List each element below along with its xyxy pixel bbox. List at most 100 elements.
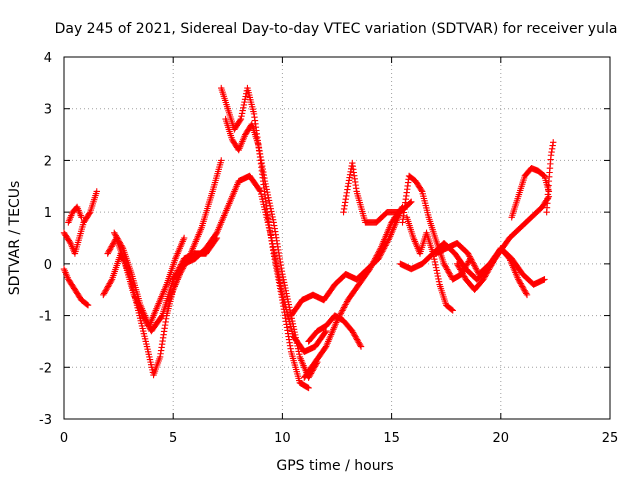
data-point [266,202,274,210]
data-point [264,188,271,196]
data-point [238,110,246,117]
data-point [465,251,473,259]
data-point [212,230,220,238]
data-point [432,261,439,268]
data-point [268,208,275,215]
x-axis-label: GPS time / hours [276,458,393,474]
data-point [218,157,225,164]
data-point [284,295,291,303]
y-tick-label: 4 [44,51,52,66]
data-point [341,302,348,310]
data-point [280,276,287,283]
data-point [283,293,291,300]
data-point [342,301,349,308]
data-point [280,279,288,286]
data-point [545,188,553,195]
data-point [372,255,379,262]
data-point [469,259,476,266]
data-point [367,264,374,271]
y-tick-labels: -3 -2 -1 0 1 2 3 4 [39,51,52,428]
data-point [550,139,557,146]
data-point [282,284,289,292]
series-track-21 [543,139,557,216]
data-point [238,113,245,120]
data-point [262,183,270,190]
data-point [370,258,377,265]
data-point [269,216,277,223]
data-point [470,260,477,268]
data-point [283,290,290,297]
data-point [158,313,165,320]
data-point [279,273,287,281]
data-point [237,115,245,123]
data-point [366,265,373,273]
data-point [471,263,479,271]
data-point [305,384,312,392]
data-point [236,117,244,124]
data-point [357,341,364,349]
data-point [340,304,348,311]
data-point [435,275,442,283]
data-point [339,307,346,314]
data-point [467,254,474,262]
data-point [293,339,301,347]
data-point [290,323,297,330]
data-point [281,282,288,289]
data-point [261,177,269,185]
x-tick-label: 0 [60,431,68,446]
data-point [466,253,473,260]
series-track-14 [340,159,402,226]
data-point [468,257,476,265]
data-point [93,188,100,195]
data-point [322,344,329,351]
data-point [464,250,472,257]
data-point [448,306,456,313]
data-point [541,276,548,283]
data-point [540,172,547,179]
series-track-2 [60,265,92,309]
data-point [338,308,345,316]
series-track-13 [305,312,365,350]
data-point [322,329,329,336]
plot-frame [63,56,611,420]
data-point [383,239,391,246]
data-point [269,213,276,221]
series-track-1 [60,188,100,257]
data-point [241,98,248,106]
x-tick-label: 20 [493,431,510,446]
chart-title: Day 245 of 2021, Sidereal Day-to-day VTE… [55,21,618,37]
data-point [340,305,347,313]
data-point [84,302,92,309]
data-point [343,299,350,307]
x-tick-label: 5 [169,431,177,446]
data-point [431,255,438,263]
data-point [242,93,249,100]
data-point [433,267,440,274]
data-point [292,334,299,341]
data-points [60,84,557,392]
y-tick-label: -2 [39,361,52,376]
data-point [357,343,365,350]
data-point [289,320,297,328]
data-point [431,258,439,266]
tick-marks [63,56,611,420]
data-point [267,205,274,212]
data-point [295,348,302,355]
data-point [374,251,381,258]
series-track-3 [65,203,85,226]
data-point [472,265,480,272]
series-track-12 [301,203,406,381]
data-point [376,246,384,254]
data-point [337,310,345,317]
data-point [241,96,249,103]
data-point [434,270,441,277]
y-tick-label: 0 [44,258,52,273]
y-tick-label: 3 [44,103,52,118]
data-point [83,301,91,308]
data-point [292,331,299,339]
data-point [418,186,425,194]
y-axis-label: SDTVAR / TECUs [7,181,23,296]
data-point [432,264,440,271]
data-point [369,259,377,267]
series-track-20 [508,164,553,221]
